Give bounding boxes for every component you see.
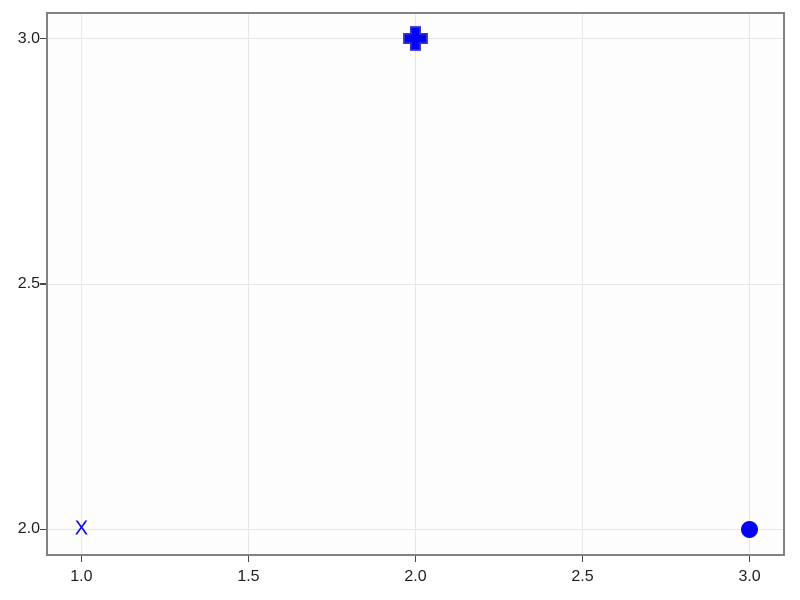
y-tick-label: 2.0 — [17, 520, 40, 538]
y-tick-mark — [40, 283, 46, 285]
marker-circle — [741, 520, 759, 538]
y-gridline — [48, 283, 783, 285]
marker-plus-shape — [403, 26, 428, 51]
y-tick-mark — [40, 37, 46, 40]
x-tick-mark — [748, 556, 751, 562]
y-tick-mark — [40, 528, 46, 531]
x-tick-label: 3.0 — [738, 568, 761, 585]
x-tick-mark — [581, 556, 584, 562]
y-gridline — [48, 528, 783, 530]
x-tick-label: 1.0 — [70, 568, 93, 585]
x-tick-label: 2.0 — [404, 568, 427, 585]
x-tick-mark — [247, 556, 250, 562]
x-tick-label: 1.5 — [237, 568, 260, 585]
marker-x: X — [74, 518, 89, 541]
marker-plus — [403, 26, 428, 51]
x-tick-mark — [80, 556, 83, 562]
y-tick-label: 2.5 — [17, 275, 40, 292]
x-tick-mark — [414, 556, 417, 562]
plot-area: 1.0 1.5 2.0 2.5 3.0 2.0 2.5 3.0 X — [18, 12, 785, 585]
y-tick-label: 3.0 — [17, 29, 40, 47]
x-tick-label: 2.5 — [571, 568, 594, 585]
